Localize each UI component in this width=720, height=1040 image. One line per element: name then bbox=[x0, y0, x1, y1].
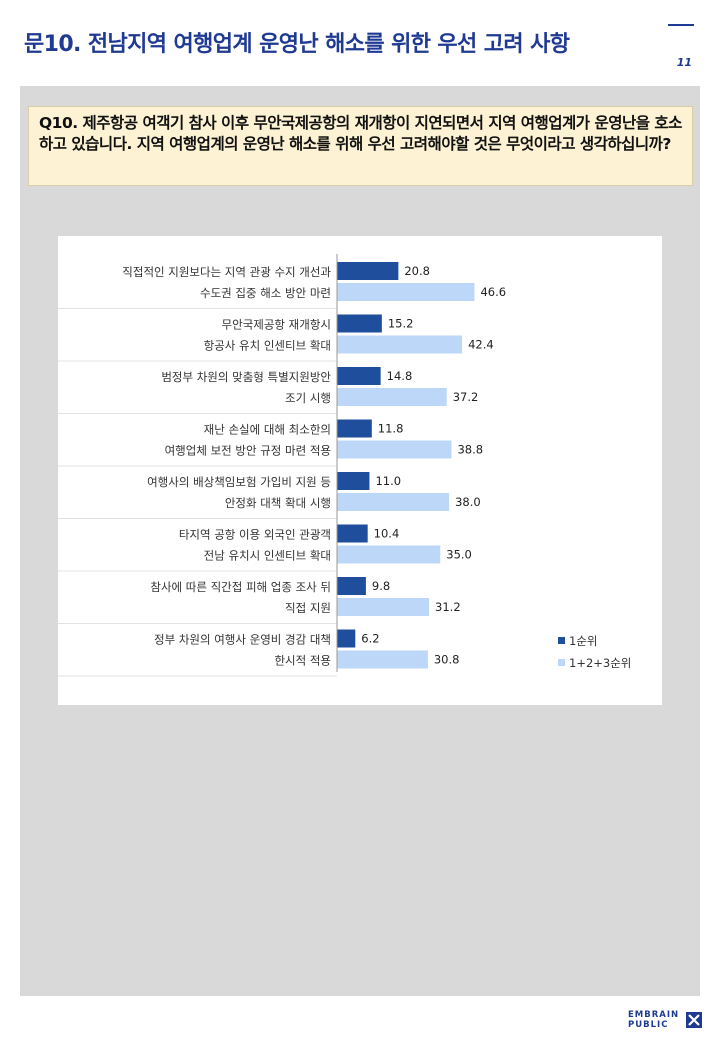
value-label: 10.4 bbox=[374, 527, 400, 541]
value-label: 14.8 bbox=[387, 369, 413, 383]
logo-line1: EMBRAIN bbox=[628, 1010, 680, 1020]
value-label: 38.8 bbox=[457, 443, 483, 457]
logo-line2: PUBLIC bbox=[628, 1020, 669, 1030]
bar-rank123 bbox=[337, 335, 463, 354]
value-label: 9.8 bbox=[372, 579, 390, 593]
category-label: 여행업체 보전 방안 규정 마련 적용 bbox=[165, 444, 331, 458]
category-label: 재난 손실에 대해 최소한의 bbox=[204, 423, 331, 437]
legend-swatch-rank1 bbox=[558, 637, 565, 644]
value-label: 37.2 bbox=[453, 390, 479, 404]
category-label: 수도권 집중 해소 방안 마련 bbox=[200, 286, 331, 300]
logo-mark-icon bbox=[686, 1012, 702, 1028]
bar-rank1 bbox=[337, 262, 399, 280]
bar-rank123 bbox=[337, 545, 441, 564]
value-label: 6.2 bbox=[361, 632, 379, 646]
category-label: 정부 차원의 여행사 운영비 경감 대책 bbox=[154, 633, 331, 647]
category-label: 타지역 공항 이용 외국인 관광객 bbox=[179, 528, 331, 542]
bar-rank1 bbox=[337, 472, 370, 490]
value-label: 11.8 bbox=[378, 422, 404, 436]
value-label: 38.0 bbox=[455, 495, 481, 509]
category-label: 범정부 차원의 맞춤형 특별지원방안 bbox=[161, 370, 331, 384]
value-label: 46.6 bbox=[480, 285, 506, 299]
bar-rank123 bbox=[337, 650, 428, 669]
value-label: 35.0 bbox=[446, 548, 472, 562]
page-title: 문10. 전남지역 여행업계 운영난 해소를 위한 우선 고려 사항 bbox=[24, 32, 570, 57]
category-label: 항공사 유치 인센티브 확대 bbox=[204, 339, 331, 353]
category-label: 여행사의 배상책임보험 가입비 지원 등 bbox=[147, 475, 331, 489]
bar-rank123 bbox=[337, 493, 450, 511]
value-label: 11.0 bbox=[375, 474, 401, 488]
bar-rank1 bbox=[337, 367, 381, 385]
legend-swatch-rank123 bbox=[558, 659, 565, 666]
bar-rank1 bbox=[337, 314, 382, 333]
bar-rank123 bbox=[337, 388, 447, 406]
category-label: 무안국제공항 재개항시 bbox=[222, 318, 331, 332]
value-label: 15.2 bbox=[388, 317, 414, 331]
category-label: 전남 유치시 인센티브 확대 bbox=[204, 549, 331, 563]
value-label: 42.4 bbox=[468, 338, 494, 352]
logo-text: EMBRAIN PUBLIC bbox=[628, 1010, 679, 1030]
value-label: 30.8 bbox=[434, 653, 460, 667]
bar-rank123 bbox=[337, 598, 430, 616]
bar-rank1 bbox=[337, 419, 372, 438]
legend-label-rank1: 1순위 bbox=[569, 634, 597, 648]
bar-rank123 bbox=[337, 440, 452, 459]
category-label: 조기 시행 bbox=[285, 391, 331, 405]
legend-label-rank123: 1+2+3순위 bbox=[569, 656, 631, 670]
corner-accent-line bbox=[668, 24, 694, 26]
value-label: 20.8 bbox=[404, 264, 430, 278]
category-label: 안정화 대책 확대 시행 bbox=[225, 496, 331, 510]
bar-rank1 bbox=[337, 629, 356, 648]
category-label: 한시적 적용 bbox=[274, 654, 331, 668]
page-number: 11 bbox=[676, 56, 692, 69]
bar-rank123 bbox=[337, 283, 475, 301]
bar-rank1 bbox=[337, 577, 366, 595]
company-logo: EMBRAIN PUBLIC bbox=[628, 1010, 708, 1034]
value-label: 31.2 bbox=[435, 600, 461, 614]
category-label: 참사에 따른 직간접 피해 업종 조사 뒤 bbox=[150, 580, 331, 594]
category-label: 직접적인 지원보다는 지역 관광 수지 개선과 bbox=[122, 265, 331, 279]
question-box: Q10. 제주항공 여객기 참사 이후 무안국제공항의 재개항이 지연되면서 지… bbox=[28, 106, 693, 186]
bar-rank1 bbox=[337, 524, 368, 543]
category-label: 직접 지원 bbox=[285, 601, 331, 615]
